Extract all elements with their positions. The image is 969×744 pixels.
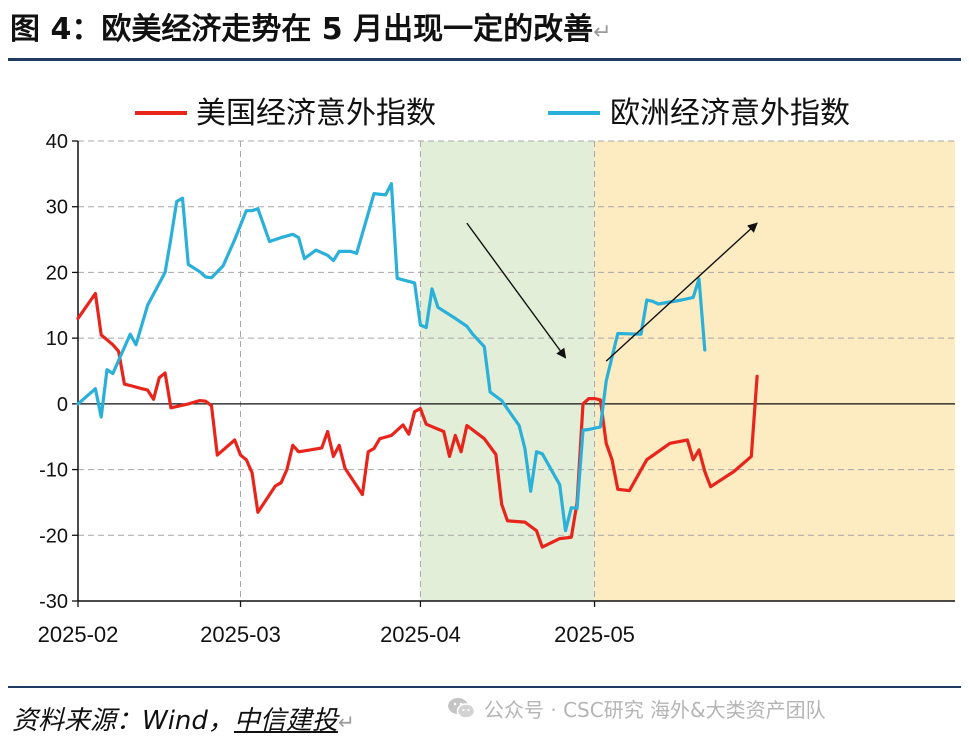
source-link[interactable]: 中信建投 xyxy=(233,706,338,736)
source-return-mark: ↵ xyxy=(337,710,355,734)
trend-arrow xyxy=(466,222,567,359)
shaded-region xyxy=(594,141,955,601)
line-chart: -30 -20 -10 0 10 20 30 40 2025-02 2025-03 2025-04 2… xyxy=(38,96,955,647)
y-tick-label: 0 xyxy=(57,394,68,416)
x-tick-label: 2025-04 xyxy=(380,622,461,647)
y-tick-label: 20 xyxy=(46,262,68,284)
y-tick-label: 10 xyxy=(46,328,68,350)
x-tick-label: 2025-05 xyxy=(554,622,635,647)
y-tick-label: 40 xyxy=(46,131,68,153)
page-title: 图 4：欧美经济走势在 5 月出现一定的改善↵ xyxy=(10,8,612,52)
footer-rule xyxy=(8,686,961,688)
shaded-region xyxy=(420,141,595,601)
legend-label: 欧洲经济意外指数 xyxy=(610,96,850,131)
legend-label: 美国经济意外指数 xyxy=(196,96,436,131)
header-rule xyxy=(8,58,961,61)
watermark-text: 公众号 · CSC研究 海外&大类资产团队 xyxy=(484,697,826,722)
y-tick-label: -20 xyxy=(39,525,68,547)
x-tick-label: 2025-03 xyxy=(200,622,281,647)
paragraph-return-mark: ↵ xyxy=(593,20,612,45)
source-prefix: 资料来源：Wind， xyxy=(12,706,234,736)
eu-surprise-line xyxy=(76,182,707,533)
wechat-icon xyxy=(448,698,476,719)
x-tick-label: 2025-02 xyxy=(38,622,119,647)
trend-arrow xyxy=(605,222,758,362)
watermark: 公众号 · CSC研究 海外&大类资产团队 xyxy=(446,690,826,726)
source-note: 资料来源：Wind，中信建投↵ xyxy=(12,700,355,737)
y-tick-label: 30 xyxy=(46,197,68,219)
us-surprise-line xyxy=(76,291,759,549)
y-tick-label: -30 xyxy=(39,591,68,613)
y-tick-label: -10 xyxy=(39,460,68,482)
title-text: 图 4：欧美经济走势在 5 月出现一定的改善 xyxy=(10,12,594,47)
